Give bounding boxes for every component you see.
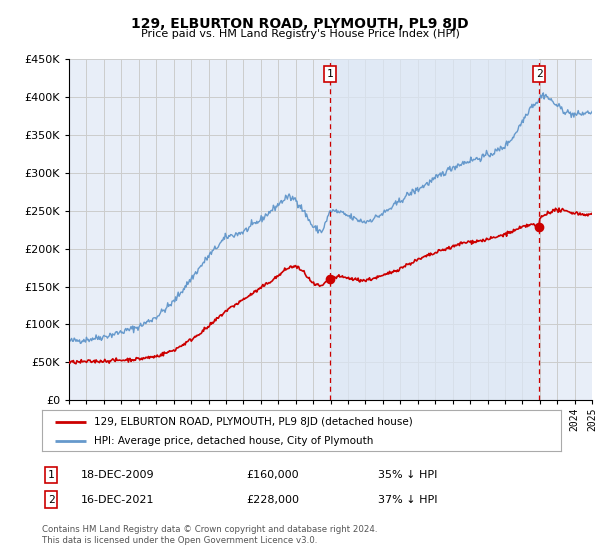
Text: 37% ↓ HPI: 37% ↓ HPI — [378, 494, 437, 505]
Text: HPI: Average price, detached house, City of Plymouth: HPI: Average price, detached house, City… — [94, 436, 373, 446]
Text: £228,000: £228,000 — [246, 494, 299, 505]
Text: 2: 2 — [536, 69, 542, 79]
Text: 18-DEC-2009: 18-DEC-2009 — [81, 470, 155, 480]
Text: 129, ELBURTON ROAD, PLYMOUTH, PL9 8JD (detached house): 129, ELBURTON ROAD, PLYMOUTH, PL9 8JD (d… — [94, 417, 413, 427]
Text: 2: 2 — [47, 494, 55, 505]
Text: 129, ELBURTON ROAD, PLYMOUTH, PL9 8JD: 129, ELBURTON ROAD, PLYMOUTH, PL9 8JD — [131, 17, 469, 31]
Text: 16-DEC-2021: 16-DEC-2021 — [81, 494, 155, 505]
Text: £160,000: £160,000 — [246, 470, 299, 480]
Text: 1: 1 — [47, 470, 55, 480]
Text: Price paid vs. HM Land Registry's House Price Index (HPI): Price paid vs. HM Land Registry's House … — [140, 29, 460, 39]
Bar — [330, 59, 539, 400]
Text: 1: 1 — [326, 69, 333, 79]
Text: Contains HM Land Registry data © Crown copyright and database right 2024.
This d: Contains HM Land Registry data © Crown c… — [42, 525, 377, 545]
Text: 35% ↓ HPI: 35% ↓ HPI — [378, 470, 437, 480]
